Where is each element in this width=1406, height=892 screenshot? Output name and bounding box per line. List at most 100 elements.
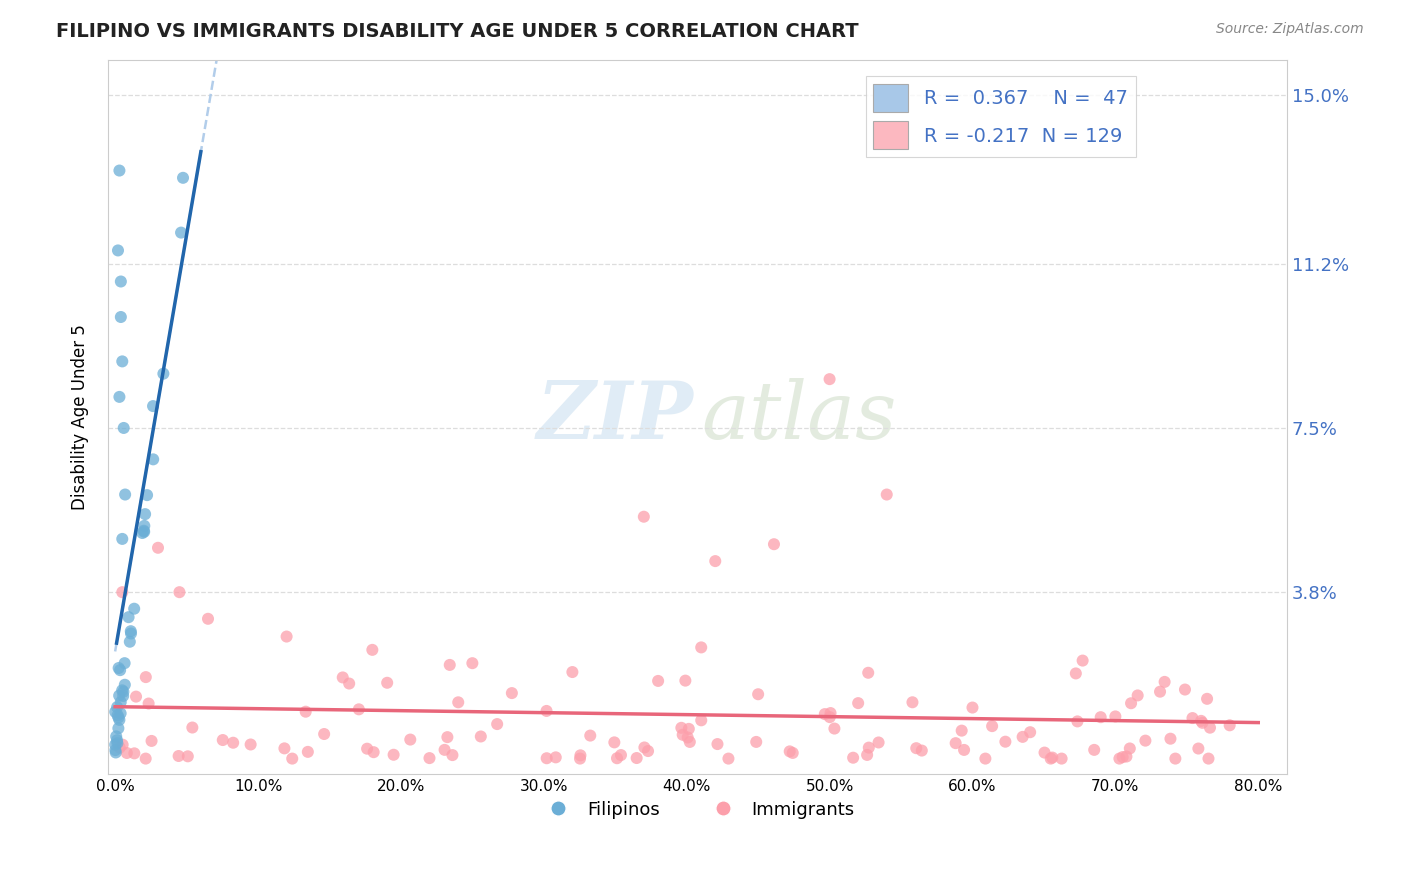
- Point: [1066, 714, 1088, 729]
- Point: [1164, 751, 1187, 765]
- Point: [110, 706, 132, 721]
- Point: [842, 750, 865, 764]
- Point: [679, 735, 702, 749]
- Point: [239, 738, 262, 752]
- Point: [610, 748, 633, 763]
- Point: [108, 713, 131, 727]
- Point: [569, 748, 592, 763]
- Point: [108, 163, 131, 178]
- Point: [901, 695, 924, 709]
- Point: [1189, 714, 1212, 728]
- Point: [856, 747, 879, 762]
- Point: [461, 656, 484, 670]
- Point: [363, 745, 385, 759]
- Point: [375, 675, 398, 690]
- Point: [868, 735, 890, 749]
- Point: [172, 170, 194, 185]
- Point: [818, 372, 841, 386]
- Point: [447, 695, 470, 709]
- Point: [1033, 746, 1056, 760]
- Point: [146, 541, 169, 555]
- Point: [814, 707, 837, 722]
- Point: [1019, 725, 1042, 739]
- Point: [107, 721, 129, 735]
- Point: [569, 751, 592, 765]
- Point: [671, 721, 693, 735]
- Point: [1050, 751, 1073, 765]
- Point: [1191, 715, 1213, 730]
- Point: [134, 519, 156, 533]
- Point: [470, 730, 492, 744]
- Point: [120, 624, 142, 639]
- Text: ZIP: ZIP: [537, 378, 695, 456]
- Point: [112, 684, 135, 698]
- Point: [105, 733, 128, 747]
- Y-axis label: Disability Age Under 5: Disability Age Under 5: [72, 324, 89, 510]
- Point: [167, 749, 190, 764]
- Point: [111, 585, 134, 599]
- Point: [297, 745, 319, 759]
- Point: [112, 421, 135, 435]
- Point: [1187, 741, 1209, 756]
- Point: [486, 717, 509, 731]
- Point: [561, 665, 583, 679]
- Point: [105, 700, 128, 714]
- Point: [439, 657, 461, 672]
- Point: [276, 630, 298, 644]
- Point: [1181, 711, 1204, 725]
- Point: [115, 746, 138, 760]
- Point: [114, 487, 136, 501]
- Point: [107, 244, 129, 258]
- Point: [647, 673, 669, 688]
- Point: [117, 610, 139, 624]
- Point: [105, 736, 128, 750]
- Point: [536, 704, 558, 718]
- Point: [197, 612, 219, 626]
- Point: [820, 706, 842, 720]
- Point: [676, 731, 699, 745]
- Point: [105, 730, 128, 744]
- Point: [169, 585, 191, 599]
- Point: [1219, 718, 1241, 732]
- Point: [337, 676, 360, 690]
- Point: [135, 670, 157, 684]
- Point: [544, 750, 567, 764]
- Point: [104, 705, 127, 719]
- Point: [382, 747, 405, 762]
- Point: [110, 695, 132, 709]
- Point: [211, 733, 233, 747]
- Point: [356, 741, 378, 756]
- Point: [858, 665, 880, 680]
- Point: [104, 746, 127, 760]
- Point: [536, 751, 558, 765]
- Point: [1197, 691, 1219, 706]
- Point: [846, 696, 869, 710]
- Point: [626, 751, 648, 765]
- Point: [132, 524, 155, 538]
- Point: [181, 721, 204, 735]
- Point: [633, 740, 655, 755]
- Point: [124, 747, 146, 761]
- Point: [433, 743, 456, 757]
- Point: [110, 275, 132, 289]
- Point: [1083, 743, 1105, 757]
- Point: [706, 737, 728, 751]
- Point: [112, 689, 135, 703]
- Point: [745, 735, 768, 749]
- Point: [876, 487, 898, 501]
- Point: [436, 730, 458, 744]
- Point: [108, 390, 131, 404]
- Point: [603, 735, 626, 749]
- Text: Source: ZipAtlas.com: Source: ZipAtlas.com: [1216, 22, 1364, 37]
- Point: [1039, 751, 1062, 765]
- Point: [104, 738, 127, 752]
- Point: [120, 626, 142, 640]
- Point: [1126, 689, 1149, 703]
- Point: [1159, 731, 1181, 746]
- Point: [111, 354, 134, 368]
- Point: [945, 736, 967, 750]
- Point: [717, 751, 740, 765]
- Point: [332, 670, 354, 684]
- Point: [108, 663, 131, 677]
- Point: [762, 537, 785, 551]
